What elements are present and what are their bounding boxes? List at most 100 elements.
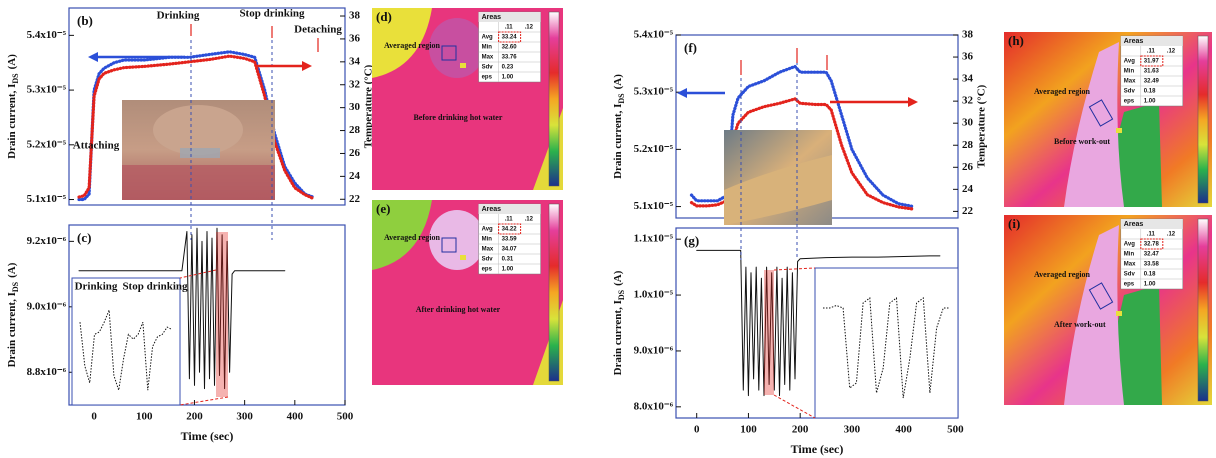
table-highlight bbox=[498, 31, 522, 43]
data-line bbox=[77, 54, 314, 200]
data-line bbox=[696, 249, 941, 397]
table-cell: 34.22 bbox=[502, 227, 518, 233]
table-highlight bbox=[1140, 55, 1164, 67]
table-title: Areas bbox=[482, 206, 502, 213]
table-column: .12 bbox=[525, 25, 534, 31]
table-cell: 32.47 bbox=[1144, 252, 1160, 258]
x-axis-label: Time (sec) bbox=[181, 429, 234, 443]
guide-lines bbox=[190, 40, 798, 260]
y-tick-label: 1.1x10⁻⁵ bbox=[634, 233, 674, 245]
y-tick-label: 5.4x10⁻⁵ bbox=[634, 29, 674, 41]
thermal-caption: After drinking hot water bbox=[416, 305, 501, 314]
y2-tick-label: 26 bbox=[349, 147, 361, 159]
table-bg bbox=[1120, 35, 1184, 107]
table-column: .12 bbox=[1167, 49, 1176, 55]
panel-label: (g) bbox=[684, 233, 699, 248]
region-label: Averaged region bbox=[1034, 87, 1090, 96]
thermal-bg-left bbox=[372, 200, 432, 270]
table-cell: eps bbox=[482, 75, 493, 81]
y-tick-label: 5.2x10⁻⁵ bbox=[634, 143, 674, 155]
x-tick-label: 100 bbox=[136, 411, 153, 423]
y2-tick-label: 24 bbox=[349, 170, 361, 182]
thermal-spot bbox=[1116, 311, 1122, 316]
table-cell: Sdv bbox=[482, 257, 494, 263]
y-axis-label-text: Drain current, I bbox=[612, 104, 624, 179]
y2-tick-label: 30 bbox=[962, 117, 974, 129]
y-tick-label: 5.4x10⁻⁵ bbox=[27, 29, 67, 41]
color-bar bbox=[548, 203, 560, 382]
thermal-caption: Before drinking hot water bbox=[413, 113, 502, 122]
inset-line bbox=[823, 297, 950, 399]
table-column: .11 bbox=[1147, 232, 1156, 238]
y2-tick-label: 34 bbox=[962, 73, 974, 85]
y-tick-label: 9.0x10⁻⁶ bbox=[27, 300, 67, 312]
y2-tick-label: 36 bbox=[962, 51, 974, 63]
y2-tick-label: 22 bbox=[349, 193, 361, 205]
thermal-region-box bbox=[1088, 282, 1114, 310]
y-tick-label: 5.1x10⁻⁵ bbox=[634, 200, 674, 212]
color-bar bbox=[548, 11, 560, 187]
y2-tick-label: 28 bbox=[962, 139, 974, 151]
x-tick-label: 0 bbox=[91, 411, 97, 423]
y2-tick-label: 38 bbox=[349, 10, 361, 22]
table-cell: Min bbox=[1124, 252, 1135, 258]
table-bg bbox=[478, 203, 541, 275]
y2-tick-label: 32 bbox=[349, 78, 361, 90]
table-column: .11 bbox=[505, 25, 514, 31]
table-cell: eps bbox=[1124, 99, 1135, 105]
table-title-bg bbox=[478, 204, 541, 214]
table-cell: 33.76 bbox=[502, 55, 518, 61]
panel-label: (i) bbox=[1008, 216, 1020, 231]
y2-tick-label: 36 bbox=[349, 32, 361, 44]
y-axis-label-text: Drain current, I bbox=[6, 84, 18, 159]
x-tick-label: 300 bbox=[236, 411, 253, 423]
table-cell: 0.18 bbox=[1144, 89, 1156, 95]
table-cell: 1.00 bbox=[1144, 99, 1156, 105]
y-tick-label: 5.1x10⁻⁵ bbox=[27, 193, 67, 205]
inset-frame bbox=[71, 277, 181, 406]
thermal-arm bbox=[1064, 225, 1124, 405]
region-label: Averaged region bbox=[384, 233, 440, 242]
y-axis-label: Drain current, IDS (A) bbox=[612, 270, 627, 375]
table-cell: 1.00 bbox=[502, 267, 514, 273]
table-cell: Min bbox=[1124, 69, 1135, 75]
annotation: Stop drinking bbox=[239, 8, 305, 20]
table-cell: Min bbox=[482, 45, 493, 51]
plot-frame bbox=[68, 7, 346, 206]
y2-tick-label: 34 bbox=[349, 55, 361, 67]
table-cell: Avg bbox=[482, 35, 493, 41]
table-cell: 1.00 bbox=[502, 75, 514, 81]
table-cell: Sdv bbox=[482, 65, 494, 71]
table-cell: Max bbox=[1124, 262, 1136, 268]
table-cell: 33.58 bbox=[1144, 262, 1160, 268]
thermal-caption: Before work-out bbox=[1054, 137, 1110, 146]
x-tick-label: 100 bbox=[740, 424, 757, 436]
y-tick-label: 9.0x10⁻⁶ bbox=[634, 344, 674, 356]
y-axis-label-sub: DS bbox=[617, 93, 626, 104]
thermal-panel: Areas.11 .12 Avg 32.78 Min 32.47 Max 33.58 Sdv 0.… bbox=[1004, 215, 1212, 405]
arrows bbox=[88, 24, 918, 107]
annotation: Detaching bbox=[294, 24, 342, 36]
table-bg bbox=[478, 11, 541, 83]
y-axis-label: Drain current, IDS (A) bbox=[6, 54, 21, 159]
table-cell: 1.00 bbox=[1144, 282, 1156, 288]
x-axis-label: Time (sec) bbox=[791, 442, 844, 456]
thermal-caption: After work-out bbox=[1054, 320, 1106, 329]
thermal-spot bbox=[460, 255, 466, 260]
table-cell: Avg bbox=[1124, 242, 1135, 248]
panel-label: (c) bbox=[77, 230, 91, 245]
y-axis-label-unit: (A) bbox=[612, 270, 624, 286]
photo-arm bbox=[724, 130, 832, 225]
table-title: Areas bbox=[1124, 38, 1144, 45]
table-column: .12 bbox=[525, 217, 534, 223]
x-tick-label: 400 bbox=[895, 424, 912, 436]
table-column: .12 bbox=[1167, 232, 1176, 238]
table-cell: 34.07 bbox=[502, 247, 518, 253]
thermal-region-box bbox=[1088, 99, 1114, 127]
plots: 5.1x10⁻⁵ 5.2x10⁻⁵ 5.3x10⁻⁵ 5.4x10⁻⁵ 22 24 26 28… bbox=[6, 7, 988, 456]
table-cell: eps bbox=[482, 267, 493, 273]
y-tick-label: 5.3x10⁻⁵ bbox=[27, 84, 67, 96]
